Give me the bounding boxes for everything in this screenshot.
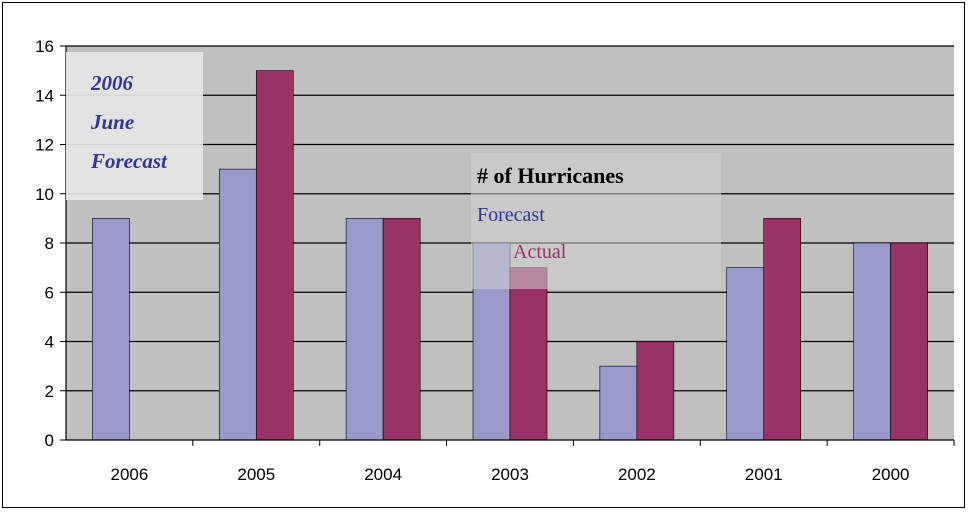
y-tick-label: 16 bbox=[35, 37, 54, 56]
y-tick-label: 8 bbox=[45, 234, 54, 253]
bar-actual-2002 bbox=[636, 341, 675, 441]
bar-forecast-2000 bbox=[853, 242, 891, 441]
inset-label-background bbox=[66, 52, 203, 200]
x-tick-label: 2002 bbox=[618, 465, 656, 484]
y-tick-label: 4 bbox=[45, 333, 54, 352]
x-tick-label: 2005 bbox=[237, 465, 275, 484]
chart-title: # of Hurricanes bbox=[477, 163, 624, 188]
x-tick-label: 2006 bbox=[111, 465, 149, 484]
bar-forecast-2004 bbox=[345, 218, 384, 441]
hurricane-chart: 0 2 4 6 8 10 12 14 16 2006 2005 2004 2003 2002 2001 20… bbox=[35, 37, 955, 484]
y-tick-label: 12 bbox=[35, 136, 54, 155]
inset-label-box: 2006 June Forecast bbox=[66, 52, 203, 200]
y-tick-label: 14 bbox=[35, 86, 54, 105]
legend-entry-actual: Actual bbox=[513, 241, 567, 263]
legend-box: # of Hurricanes Forecast Actual bbox=[471, 153, 721, 289]
legend-background bbox=[471, 153, 721, 289]
y-tick-label: 0 bbox=[45, 431, 54, 450]
x-tick-label: 2003 bbox=[491, 465, 529, 484]
y-tick-label: 2 bbox=[45, 382, 54, 401]
x-tick-label: 2000 bbox=[872, 465, 910, 484]
y-tick-label: 10 bbox=[35, 185, 54, 204]
inset-label-year: 2006 bbox=[90, 71, 134, 95]
bar-forecast-2005 bbox=[218, 168, 257, 441]
bar-actual-2003 bbox=[509, 267, 548, 441]
legend-entry-forecast: Forecast bbox=[477, 204, 545, 226]
bar-actual-2000 bbox=[890, 242, 928, 441]
bar-forecast-2006 bbox=[92, 218, 130, 441]
bar-forecast-2002 bbox=[599, 365, 638, 441]
inset-label-kind: Forecast bbox=[90, 149, 168, 173]
bar-forecast-2001 bbox=[726, 267, 765, 441]
inset-label-month: June bbox=[90, 110, 134, 134]
bar-actual-2001 bbox=[763, 218, 802, 441]
bar-actual-2005 bbox=[255, 70, 294, 441]
x-tick-label: 2004 bbox=[364, 465, 402, 484]
bar-actual-2004 bbox=[382, 218, 421, 441]
y-tick-label: 6 bbox=[45, 283, 54, 302]
x-tick-label: 2001 bbox=[745, 465, 783, 484]
